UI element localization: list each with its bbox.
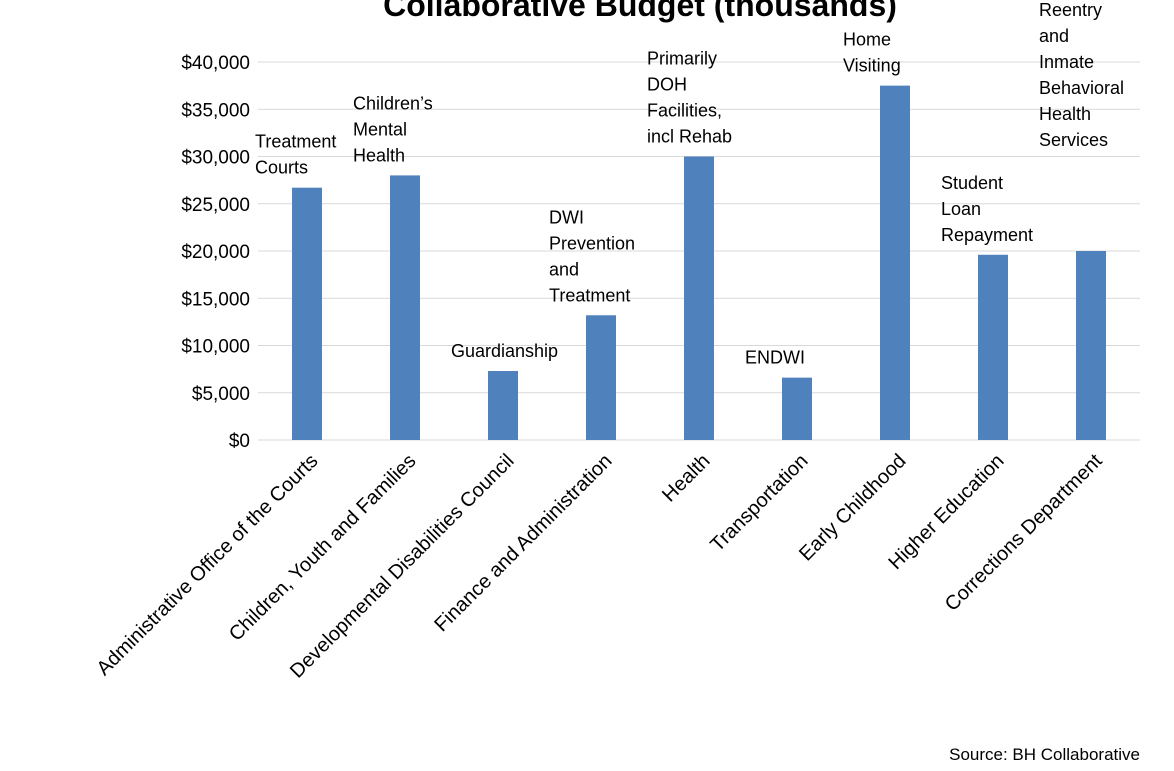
bar-annotation: Behavioral [1039, 78, 1124, 98]
x-tick-label: Finance and Administration [430, 450, 616, 636]
x-tick-label: Corrections Department [941, 450, 1107, 616]
bar-annotation: Home [843, 30, 891, 50]
bar-annotation: Primarily [647, 49, 717, 69]
y-tick-label: $5,000 [192, 384, 250, 405]
bar [292, 187, 322, 440]
bar-annotation: Courts [255, 158, 308, 178]
bar-annotation: Repayment [941, 225, 1033, 245]
bar [684, 156, 714, 440]
bar [488, 371, 518, 440]
bar-annotation: DOH [647, 75, 687, 95]
bar-annotation: Mental [353, 119, 407, 139]
bar-annotation: DWI [549, 207, 584, 227]
bar-annotation: Prevention [549, 233, 635, 253]
bar-annotation: Visiting [843, 56, 901, 76]
y-tick-label: $40,000 [181, 53, 250, 74]
x-tick-label: Transportation [706, 450, 812, 556]
bar [390, 175, 420, 440]
bar [1076, 251, 1106, 440]
bar-annotation: Treatment [255, 132, 336, 152]
x-tick-label: Administrative Office of the Courts [93, 450, 323, 680]
bar-annotation: Student [941, 173, 1003, 193]
chart-title: Collaborative Budget (thousands) [383, 0, 897, 23]
y-tick-label: $25,000 [181, 195, 250, 216]
y-tick-label: $35,000 [181, 100, 250, 121]
bar [880, 85, 910, 440]
bar-annotation: Facilities, [647, 101, 722, 121]
bar-annotation: Guardianship [451, 341, 558, 361]
bar-annotation: Health [353, 145, 405, 165]
source-note: Source: BH Collaborative [949, 745, 1140, 764]
y-tick-label: $10,000 [181, 337, 250, 358]
bar-annotation: Health [1039, 104, 1091, 124]
x-tick-label: Health [658, 450, 714, 506]
x-tick-label: Early Childhood [795, 450, 910, 565]
bar-annotation: ENDWI [745, 348, 805, 368]
bar-annotation: Inmate [1039, 52, 1094, 72]
x-tick-label: Children, Youth and Families [225, 450, 421, 646]
bar [782, 377, 812, 440]
y-tick-label: $0 [229, 431, 250, 452]
bar-annotation: Reentry [1039, 0, 1102, 20]
bar-annotation: incl Rehab [647, 127, 732, 147]
bar-annotation: and [549, 259, 579, 279]
bar [586, 315, 616, 440]
y-tick-label: $20,000 [181, 242, 250, 263]
bar-annotation: Services [1039, 130, 1108, 150]
bar-annotation: and [1039, 26, 1069, 46]
bar-annotation: Children’s [353, 93, 433, 113]
y-tick-label: $15,000 [181, 289, 250, 310]
y-tick-label: $30,000 [181, 148, 250, 169]
bar [978, 254, 1008, 440]
bar-annotation: Loan [941, 199, 981, 219]
bar-annotation: Treatment [549, 285, 630, 305]
